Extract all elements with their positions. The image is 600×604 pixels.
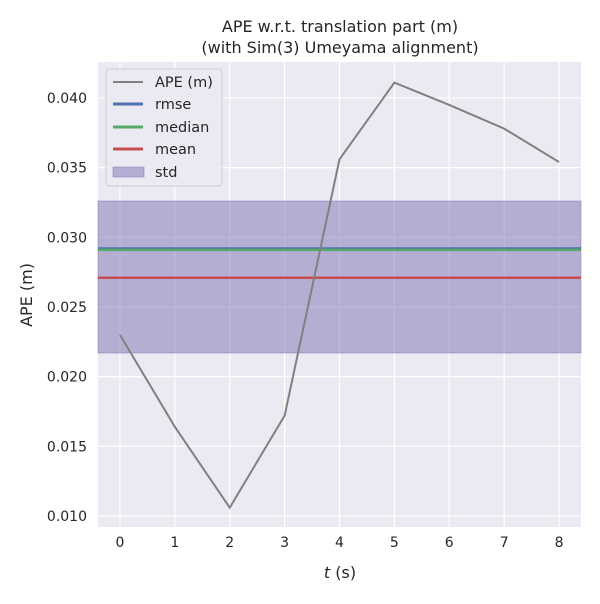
x-tick-label: 2 [225,535,234,551]
ape-series-line [119,81,560,510]
legend-rmse-label: rmse [155,97,191,113]
y-tick-label: 0.030 [47,230,87,246]
legend-std-label: std [155,165,177,181]
x-tick-label: 8 [555,535,564,551]
y-axis-label: APE (m) [17,263,36,327]
x-tick-label: 4 [335,535,344,551]
x-tick-label: 5 [390,535,399,551]
legend-std-swatch [112,166,145,178]
legend-mean-label: mean [155,142,196,158]
x-tick-label: 0 [115,535,124,551]
y-tick-label: 0.025 [47,300,87,316]
x-axis-label: t (s) [324,563,356,582]
x-tick-label: 7 [500,535,509,551]
x-tick-label: 6 [445,535,454,551]
chart-subtitle: (with Sim(3) Umeyama alignment) [201,38,478,57]
legend-median-label: median [155,120,209,136]
x-tick-label: 3 [280,535,289,551]
y-tick-label: 0.015 [47,439,87,455]
chart-title: APE w.r.t. translation part (m) [222,17,458,36]
y-tick-label: 0.020 [47,370,87,386]
y-tick-label: 0.010 [47,509,87,525]
x-tick-label: 1 [170,535,179,551]
legend-ape-label: APE (m) [155,75,213,91]
y-tick-label: 0.035 [47,161,87,177]
legend: APE (m) rmse median mean std [105,68,223,187]
y-tick-label: 0.040 [47,91,87,107]
